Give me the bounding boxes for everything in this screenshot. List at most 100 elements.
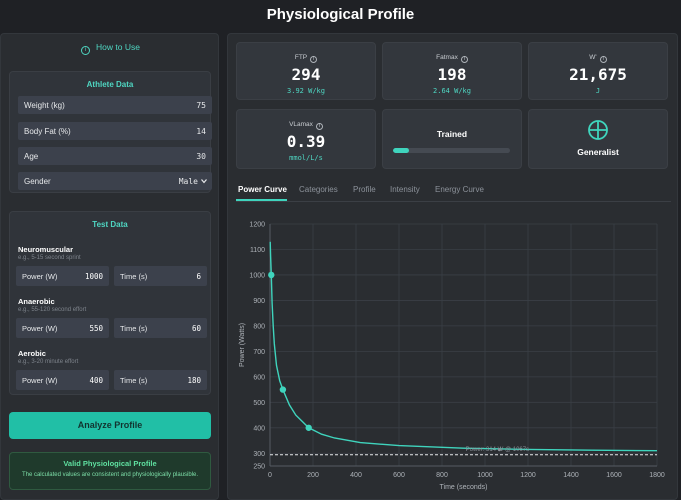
tab-intensity[interactable]: Intensity bbox=[390, 185, 420, 194]
gender-value: Male bbox=[178, 177, 198, 186]
tab-power-curve[interactable]: Power Curve bbox=[238, 185, 287, 194]
power-label: Power (W) bbox=[22, 324, 58, 333]
how-to-use-label: How to Use bbox=[96, 42, 140, 52]
anaerobic-subtitle: e.g., 55-120 second effort bbox=[18, 307, 87, 313]
tab-categories[interactable]: Categories bbox=[299, 185, 338, 194]
y-tick-label: 900 bbox=[253, 298, 265, 305]
tab-profile[interactable]: Profile bbox=[353, 185, 376, 194]
training-level-bar bbox=[393, 148, 510, 153]
x-tick-label: 200 bbox=[307, 472, 319, 479]
y-tick-label: 300 bbox=[253, 451, 265, 458]
chart-tabs: Power Curve Categories Profile Intensity… bbox=[236, 182, 671, 202]
power-curve-line bbox=[269, 241, 658, 452]
neuromuscular-subtitle: e.g., 5-15 second sprint bbox=[18, 255, 81, 261]
y-tick-label: 600 bbox=[253, 374, 265, 381]
y-tick-label: 400 bbox=[253, 425, 265, 432]
fatmax-per-kg: 2.64 W/kg bbox=[433, 87, 471, 95]
info-icon[interactable]: i bbox=[599, 56, 607, 63]
curve-tooltip-label: Power: 314 W @ 1067s bbox=[466, 447, 529, 453]
time-value: 180 bbox=[187, 376, 201, 385]
results-panel: FTP i 294 3.92 W/kg Fatmax i 198 2.64 W/kg… bbox=[227, 33, 678, 500]
wprime-value: 21,675 bbox=[569, 65, 627, 84]
neuromuscular-title: Neuromuscular bbox=[18, 245, 74, 254]
fatmax-card: Fatmax i 198 2.64 W/kg bbox=[382, 42, 522, 100]
power-label: Power (W) bbox=[22, 272, 58, 281]
time-label: Time (s) bbox=[120, 324, 148, 333]
athlete-data-card: Athlete Data Weight (kg) 75 Body Fat (%)… bbox=[9, 71, 212, 193]
info-icon[interactable]: i bbox=[310, 56, 318, 63]
y-tick-label: 500 bbox=[253, 400, 265, 407]
training-level-fill bbox=[393, 148, 410, 153]
weight-field[interactable]: Weight (kg) 75 bbox=[18, 96, 212, 114]
test-data-title: Test Data bbox=[92, 220, 128, 229]
wprime-label: W' bbox=[589, 54, 597, 61]
vlamax-value: 0.39 bbox=[286, 132, 326, 151]
age-field[interactable]: Age 30 bbox=[18, 147, 212, 165]
y-tick-label: 800 bbox=[253, 323, 265, 330]
fatmax-value: 198 bbox=[437, 65, 467, 84]
x-tick-label: 0 bbox=[268, 472, 272, 479]
test-data-point bbox=[268, 271, 275, 279]
x-tick-label: 1200 bbox=[520, 472, 536, 479]
x-tick-label: 400 bbox=[350, 472, 362, 479]
valid-profile-description: The calculated values are consistent and… bbox=[21, 472, 199, 478]
test-data-point bbox=[279, 386, 287, 393]
x-axis-title: Time (seconds) bbox=[440, 484, 488, 491]
age-label: Age bbox=[24, 152, 39, 161]
anaerobic-time-input[interactable]: Time (s) 60 bbox=[114, 318, 207, 338]
power-curve-chart: 250 300 400 500 600 700 800 900 1000 1100 1200 0 200… bbox=[232, 210, 672, 492]
training-level-label: Trained bbox=[436, 129, 468, 139]
aerobic-title: Aerobic bbox=[18, 349, 46, 358]
time-value: 6 bbox=[196, 272, 201, 281]
x-tick-label: 1800 bbox=[649, 472, 665, 479]
vlamax-label: VLamax bbox=[289, 121, 313, 128]
y-tick-label: 700 bbox=[253, 349, 265, 356]
page-title: Physiological Profile bbox=[266, 6, 415, 23]
x-tick-label: 800 bbox=[436, 472, 448, 479]
info-icon: i bbox=[81, 46, 91, 55]
time-value: 60 bbox=[191, 324, 201, 333]
fatmax-label: Fatmax bbox=[436, 54, 458, 61]
info-icon[interactable]: i bbox=[315, 123, 323, 130]
weight-label: Weight (kg) bbox=[24, 101, 65, 110]
ftp-value: 294 bbox=[291, 65, 321, 84]
age-value: 30 bbox=[196, 152, 206, 161]
ftp-card: FTP i 294 3.92 W/kg bbox=[236, 42, 376, 100]
chevron-down-icon bbox=[201, 179, 207, 184]
power-value: 1000 bbox=[84, 272, 103, 281]
input-panel: i How to Use Athlete Data Weight (kg) 75 … bbox=[0, 33, 219, 500]
wprime-unit: J bbox=[595, 87, 601, 95]
aerobic-power-input[interactable]: Power (W) 400 bbox=[16, 370, 109, 390]
y-axis-title: Power (Watts) bbox=[239, 323, 246, 367]
weight-value: 75 bbox=[196, 101, 206, 110]
analyze-profile-button[interactable]: Analyze Profile bbox=[9, 412, 211, 439]
info-icon[interactable]: i bbox=[460, 56, 468, 63]
time-label: Time (s) bbox=[120, 272, 148, 281]
power-value: 400 bbox=[89, 376, 103, 385]
ftp-per-kg: 3.92 W/kg bbox=[287, 87, 325, 95]
vlamax-unit: mmol/L/s bbox=[289, 154, 323, 162]
training-level-card: Trained bbox=[382, 109, 522, 169]
valid-profile-title: Valid Physiological Profile bbox=[63, 459, 157, 468]
y-tick-label: 1200 bbox=[249, 222, 265, 229]
neuromuscular-power-input[interactable]: Power (W) 1000 bbox=[16, 266, 109, 286]
y-tick-label: 1000 bbox=[249, 272, 265, 279]
wprime-card: W' i 21,675 J bbox=[528, 42, 668, 100]
x-tick-label: 1600 bbox=[606, 472, 622, 479]
how-to-use-link[interactable]: i How to Use bbox=[1, 42, 220, 55]
body-fat-value: 14 bbox=[196, 127, 206, 136]
aerobic-time-input[interactable]: Time (s) 180 bbox=[114, 370, 207, 390]
body-fat-field[interactable]: Body Fat (%) 14 bbox=[18, 122, 212, 140]
tab-energy-curve[interactable]: Energy Curve bbox=[435, 185, 484, 194]
body-fat-label: Body Fat (%) bbox=[24, 127, 71, 136]
rider-type-label: Generalist bbox=[577, 147, 619, 157]
power-value: 550 bbox=[89, 324, 103, 333]
active-tab-indicator bbox=[236, 199, 287, 201]
valid-profile-alert: Valid Physiological Profile The calculat… bbox=[9, 452, 211, 490]
gender-select[interactable]: Gender Male bbox=[18, 172, 212, 190]
vlamax-card: VLamax i 0.39 mmol/L/s bbox=[236, 109, 376, 169]
anaerobic-power-input[interactable]: Power (W) 550 bbox=[16, 318, 109, 338]
curve-hover-point bbox=[497, 448, 501, 452]
athlete-data-title: Athlete Data bbox=[86, 80, 134, 89]
neuromuscular-time-input[interactable]: Time (s) 6 bbox=[114, 266, 207, 286]
